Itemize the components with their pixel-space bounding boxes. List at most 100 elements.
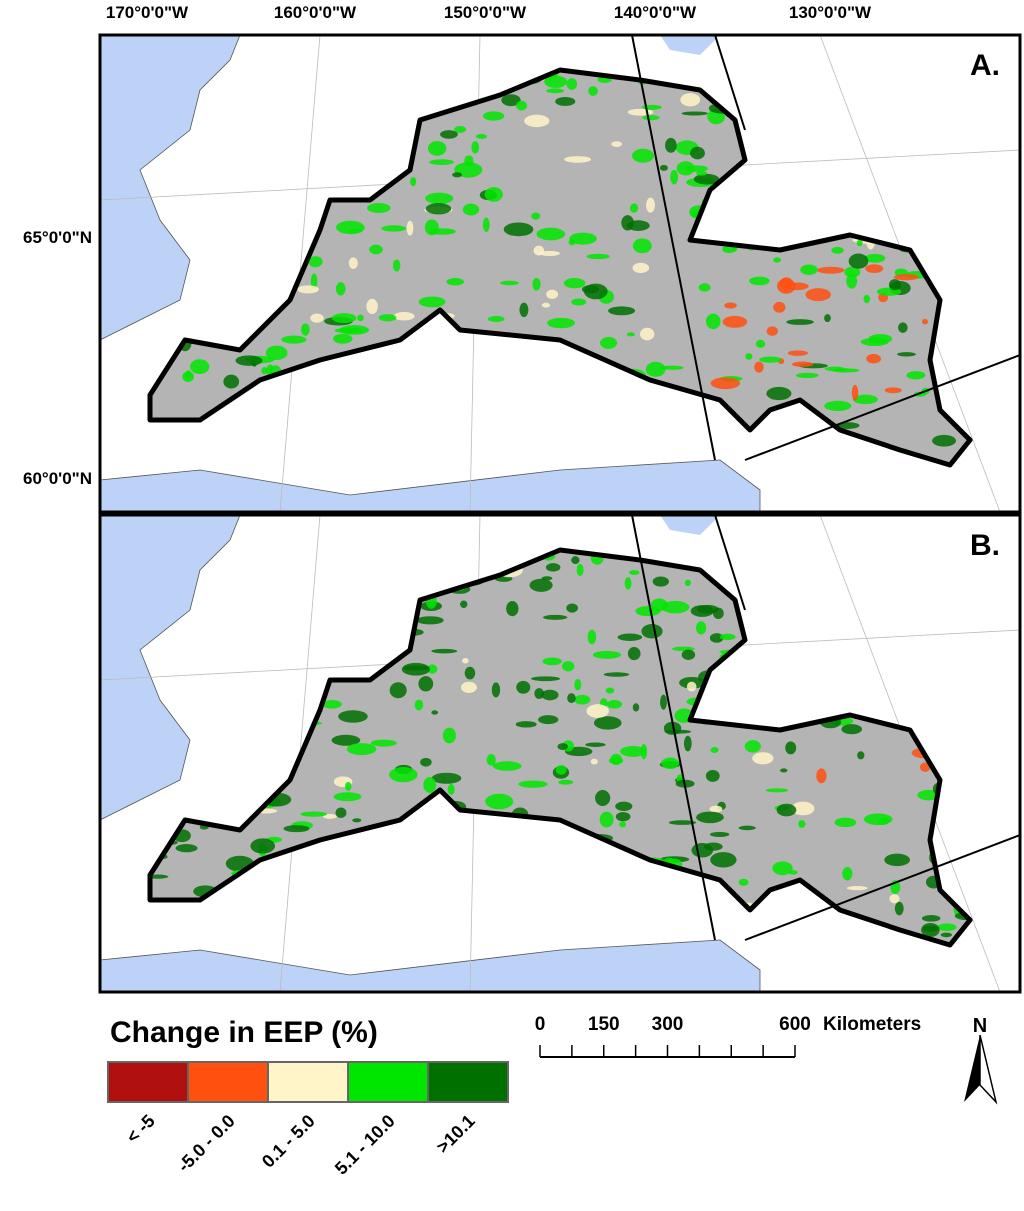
eep-patch xyxy=(366,298,378,315)
scale-label: 0 xyxy=(535,1014,546,1035)
eep-patch xyxy=(608,757,624,765)
eep-patch xyxy=(367,203,391,213)
eep-patch xyxy=(932,434,957,447)
scale-label: 300 xyxy=(652,1014,684,1035)
eep-patch xyxy=(608,306,636,316)
eep-patch xyxy=(583,283,608,300)
legend: < -5 -5.0 - 0.0 0.1 - 5.0 5.1 - 10.0 >10.1 xyxy=(107,1061,509,1179)
eep-patch xyxy=(627,646,641,661)
latitude-label: 65°0'0"N xyxy=(23,228,92,247)
legend-label: 5.1 - 10.0 xyxy=(331,1111,399,1179)
boundary xyxy=(631,35,1020,461)
eep-patch xyxy=(798,820,806,828)
longitude-label: 130°0'0"W xyxy=(789,3,872,22)
eep-patch xyxy=(590,758,598,765)
eep-patch xyxy=(922,925,939,933)
eep-patch xyxy=(765,788,789,793)
eep-patch xyxy=(545,563,561,572)
eep-patch xyxy=(626,220,650,231)
eep-patch xyxy=(864,253,886,263)
eep-patch xyxy=(906,371,926,380)
legend-label: -5.0 - 0.0 xyxy=(174,1111,239,1176)
longitude-label: 170°0'0"W xyxy=(106,3,189,22)
eep-patch xyxy=(190,359,210,375)
eep-patch xyxy=(529,578,553,592)
eep-patch xyxy=(722,315,748,328)
eep-patch xyxy=(705,313,721,330)
eep-patch xyxy=(749,276,770,286)
legend-label: >10.1 xyxy=(432,1111,478,1157)
eep-patch xyxy=(462,657,469,664)
eep-patch xyxy=(569,232,597,245)
eep-patch xyxy=(542,657,562,666)
eep-patch xyxy=(566,603,578,613)
eep-patch xyxy=(824,314,831,323)
eep-patch xyxy=(650,598,668,612)
eep-patch xyxy=(369,244,383,255)
eep-patch xyxy=(484,187,503,202)
eep-patch xyxy=(281,335,307,344)
ocean xyxy=(100,515,241,821)
eep-patch xyxy=(785,741,797,755)
eep-patch xyxy=(530,676,561,682)
eep-patch xyxy=(532,277,541,291)
ocean xyxy=(100,939,761,992)
eep-patch xyxy=(863,813,893,826)
eep-patch xyxy=(588,86,598,96)
eep-patch xyxy=(745,353,753,360)
legend-label: < -5 xyxy=(122,1111,158,1147)
eep-patch xyxy=(646,197,655,213)
ocean xyxy=(100,459,761,512)
eep-patch xyxy=(773,257,782,263)
eep-patch xyxy=(817,266,845,274)
eep-patch xyxy=(418,676,434,692)
eep-patch xyxy=(795,372,819,378)
latitude-label: 60°0'0"N xyxy=(23,469,92,488)
eep-patch xyxy=(475,134,488,139)
eep-patch xyxy=(831,246,844,254)
eep-patch xyxy=(536,227,566,241)
eep-patch xyxy=(659,164,668,171)
eep-patch xyxy=(389,767,418,783)
eep-patch xyxy=(333,792,362,802)
eep-patch xyxy=(696,621,707,635)
eep-patch xyxy=(486,754,496,766)
eep-patch xyxy=(592,650,622,659)
eep-patch xyxy=(606,699,623,709)
eep-patch xyxy=(841,724,863,735)
eep-patch xyxy=(454,126,467,133)
eep-patch xyxy=(335,807,347,819)
eep-patch xyxy=(787,350,808,356)
eep-patch xyxy=(884,853,911,867)
eep-patch xyxy=(555,96,576,106)
eep-patch xyxy=(776,803,797,817)
eep-patch xyxy=(297,285,319,294)
eep-patch xyxy=(223,374,240,389)
eep-patch xyxy=(555,764,567,775)
eep-patch xyxy=(786,319,814,325)
eep-patch xyxy=(175,844,198,853)
eep-patch xyxy=(937,923,957,931)
eep-patch xyxy=(538,715,559,725)
eep-patch xyxy=(424,219,439,236)
eep-patch xyxy=(416,616,444,625)
region-outline xyxy=(147,547,973,948)
eep-patch xyxy=(857,751,865,760)
eep-patch xyxy=(738,878,749,886)
eep-patch xyxy=(788,870,798,875)
eep-patch xyxy=(680,93,701,107)
eep-patch xyxy=(709,805,723,813)
eep-patch xyxy=(631,148,655,163)
eep-patch xyxy=(642,115,660,121)
eep-patch xyxy=(940,932,953,938)
eep-patch xyxy=(889,894,900,904)
eep-patch xyxy=(641,624,663,639)
north-arrow-right xyxy=(979,1034,998,1105)
eep-patch xyxy=(780,768,788,773)
eep-patch xyxy=(266,364,274,376)
eep-patch xyxy=(624,577,632,590)
eep-patch xyxy=(414,699,424,711)
eep-patch xyxy=(352,818,362,823)
eep-patch xyxy=(378,314,397,322)
